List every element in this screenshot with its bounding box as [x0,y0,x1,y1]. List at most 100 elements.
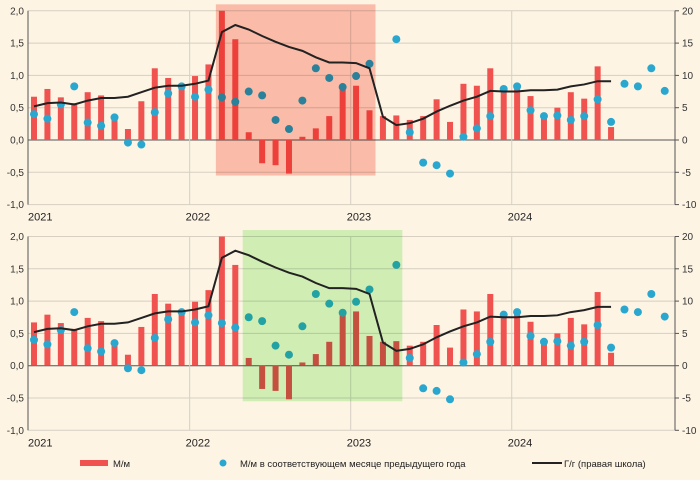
bar-mm-2024-08 [608,127,615,140]
dot-prev-year-2023-05 [405,353,414,362]
chart-panel-2: 2,0 1,5 1,0 0,5 0,0 -0,5 -1,0 20 15 10 5 0 -5 -10 2021… [7,230,697,449]
right-tick-label: 10 [682,71,694,82]
dot-prev-year-2024-09 [620,305,629,314]
left-tick-label: 1,5 [10,264,24,275]
dot-prev-year-2024-02 [526,331,535,340]
dot-prev-year-2021-09 [137,366,146,375]
dot-prev-year-2021-10 [150,108,159,117]
dot-prev-year-2021-06 [97,121,106,130]
dot-prev-year-2023-06 [419,384,428,393]
bar-mm-2021-11 [165,303,172,366]
right-tick-label: -10 [682,200,697,211]
dot-prev-year-2024-04 [553,111,562,120]
dot-prev-year-2024-01 [513,82,522,91]
legend-swatch-prev-year [219,459,227,467]
dot-prev-year-2021-06 [97,347,106,356]
left-tick-label: 1,5 [10,39,24,50]
bar-mm-2023-08 [447,121,454,140]
dot-prev-year-2021-07 [110,113,119,122]
right-tick-label: -5 [682,394,691,405]
dot-prev-year-2023-09 [459,132,468,141]
bar-mm-2024-01 [514,314,521,366]
dot-prev-year-2022-04 [231,323,240,332]
year-label: 2021 [28,212,52,224]
left-tick-label: 2,0 [10,6,24,17]
year-label: 2022 [186,212,210,224]
left-tick-label: -0,5 [7,394,25,405]
dot-prev-year-2021-05 [83,118,92,127]
bar-mm-2023-09 [460,309,467,366]
bar-mm-2021-06 [98,95,105,140]
bar-mm-2021-12 [178,86,185,140]
dot-prev-year-2021-04 [70,82,79,91]
bar-mm-2021-03 [57,323,64,366]
right-tick-label: 20 [682,6,694,17]
bar-mm-2021-02 [44,314,51,366]
bar-mm-2021-10 [151,293,158,366]
right-tick-label: 5 [682,329,688,340]
dot-prev-year-2024-03 [539,337,548,346]
dot-prev-year-2024-12 [660,312,669,321]
dot-prev-year-2023-10 [472,124,481,133]
dot-prev-year-2023-07 [432,161,441,170]
bar-mm-2021-01 [31,322,37,366]
year-label: 2024 [508,437,532,449]
bar-mm-2021-07 [111,117,118,140]
dot-prev-year-2024-06 [580,112,589,121]
dot-prev-year-2024-07 [593,95,602,104]
bar-mm-2021-02 [44,88,51,140]
bar-mm-2023-10 [473,85,480,140]
bar-mm-2023-04 [393,115,400,140]
year-label: 2023 [347,212,371,224]
bar-mm-2021-10 [151,68,158,140]
legend-label-yy: Г/г (правая школа) [564,459,646,470]
bar-mm-2023-06 [420,341,427,366]
legend-label-mm: М/м [113,459,130,470]
dot-prev-year-2021-07 [110,339,119,348]
right-tick-label: 0 [682,136,688,147]
right-tick-label: 15 [682,264,694,275]
bar-mm-2022-02 [205,64,212,140]
dot-prev-year-2021-01 [30,110,38,119]
dot-prev-year-2022-02 [204,85,213,94]
right-tick-label: 15 [682,39,694,50]
left-tick-label: 0,0 [10,136,24,147]
dot-prev-year-2024-08 [607,117,616,126]
bar-mm-2022-01 [192,301,199,366]
dot-prev-year-2022-03 [217,319,226,328]
dot-prev-year-2024-02 [526,106,535,115]
dot-prev-year-2024-06 [580,337,589,346]
dot-prev-year-2022-01 [191,92,200,101]
legend-label-prev-year: М/м в соответствующем месяце предыдущего… [240,459,466,470]
bar-mm-2021-09 [138,326,145,366]
dot-prev-year-2021-11 [164,89,173,98]
bar-mm-2022-01 [192,76,199,140]
year-label: 2023 [347,437,371,449]
dot-prev-year-2021-11 [164,315,173,324]
bar-mm-2021-04 [71,328,78,366]
bar-mm-2021-06 [98,321,105,366]
bar-mm-2024-02 [527,96,534,140]
line-yy [33,23,612,127]
bar-mm-2024-08 [608,352,615,366]
bar-mm-2022-04 [232,264,239,366]
dot-prev-year-2024-10 [633,82,642,91]
bar-mm-2021-03 [57,97,64,140]
left-tick-label: 2,0 [10,232,24,243]
bar-mm-2024-03 [540,341,547,366]
bar-mm-2021-01 [31,96,37,140]
left-tick-label: 0,5 [10,103,24,114]
dot-prev-year-2024-10 [633,308,642,317]
left-tick-label: -0,5 [7,168,25,179]
dot-prev-year-2021-08 [123,138,132,147]
bar-mm-2022-02 [205,290,212,366]
dot-prev-year-2024-01 [513,308,522,317]
bar-mm-2023-10 [473,311,480,366]
legend-swatch-mm [80,460,108,466]
dot-prev-year-2023-08 [446,169,455,178]
bar-mm-2023-11 [487,293,494,366]
right-tick-label: -5 [682,168,691,179]
dot-prev-year-2023-10 [472,350,481,359]
highlight-region [215,4,376,176]
